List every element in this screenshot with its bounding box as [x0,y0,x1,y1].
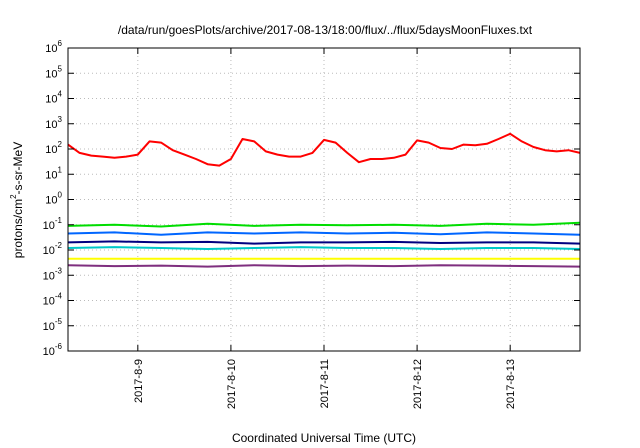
y-tick-label: 10-4 [43,292,63,308]
y-tick-label: 10-1 [43,216,63,232]
x-tick-label: 2017-8-9 [133,359,145,403]
y-tick-label: 103 [45,115,62,131]
x-axis: 2017-8-9 2017-8-10 2017-8-11 2017-8-12 2017-… [133,48,517,409]
y-tick-label: 100 [45,191,62,207]
y-axis-label: protons/cm2-s-sr-MeV [9,142,25,258]
x-tick-label: 2017-8-10 [226,359,238,409]
y-tick-label: 10-3 [43,266,63,282]
series-line-3 [67,231,581,236]
series-line-4 [67,240,581,245]
y-tick-label: 101 [45,165,62,181]
grid [68,48,580,351]
y-tick-label: 10-2 [43,241,63,257]
series-layer [67,132,581,268]
y-tick-label: 102 [45,140,62,156]
x-tick-label: 2017-8-11 [319,359,331,408]
y-axis: 10-6 10-5 10-4 10-3 10-2 10-1 100 101 102 103 104 1… [43,39,580,358]
series-line-1 [67,132,581,167]
y-tick-label: 106 [45,39,62,55]
series-line-7 [67,264,581,268]
series-line-5 [67,246,581,250]
x-tick-label: 2017-8-13 [505,359,517,409]
chart-title: /data/run/goesPlots/archive/2017-08-13/1… [118,23,533,37]
x-axis-label: Coordinated Universal Time (UTC) [232,431,416,445]
y-tick-label: 105 [45,64,62,80]
series-line-2 [67,221,581,228]
y-tick-label: 104 [45,90,62,106]
y-tick-label: 10-5 [43,317,63,333]
x-tick-label: 2017-8-12 [412,359,424,409]
y-tick-label: 10-6 [43,342,63,358]
